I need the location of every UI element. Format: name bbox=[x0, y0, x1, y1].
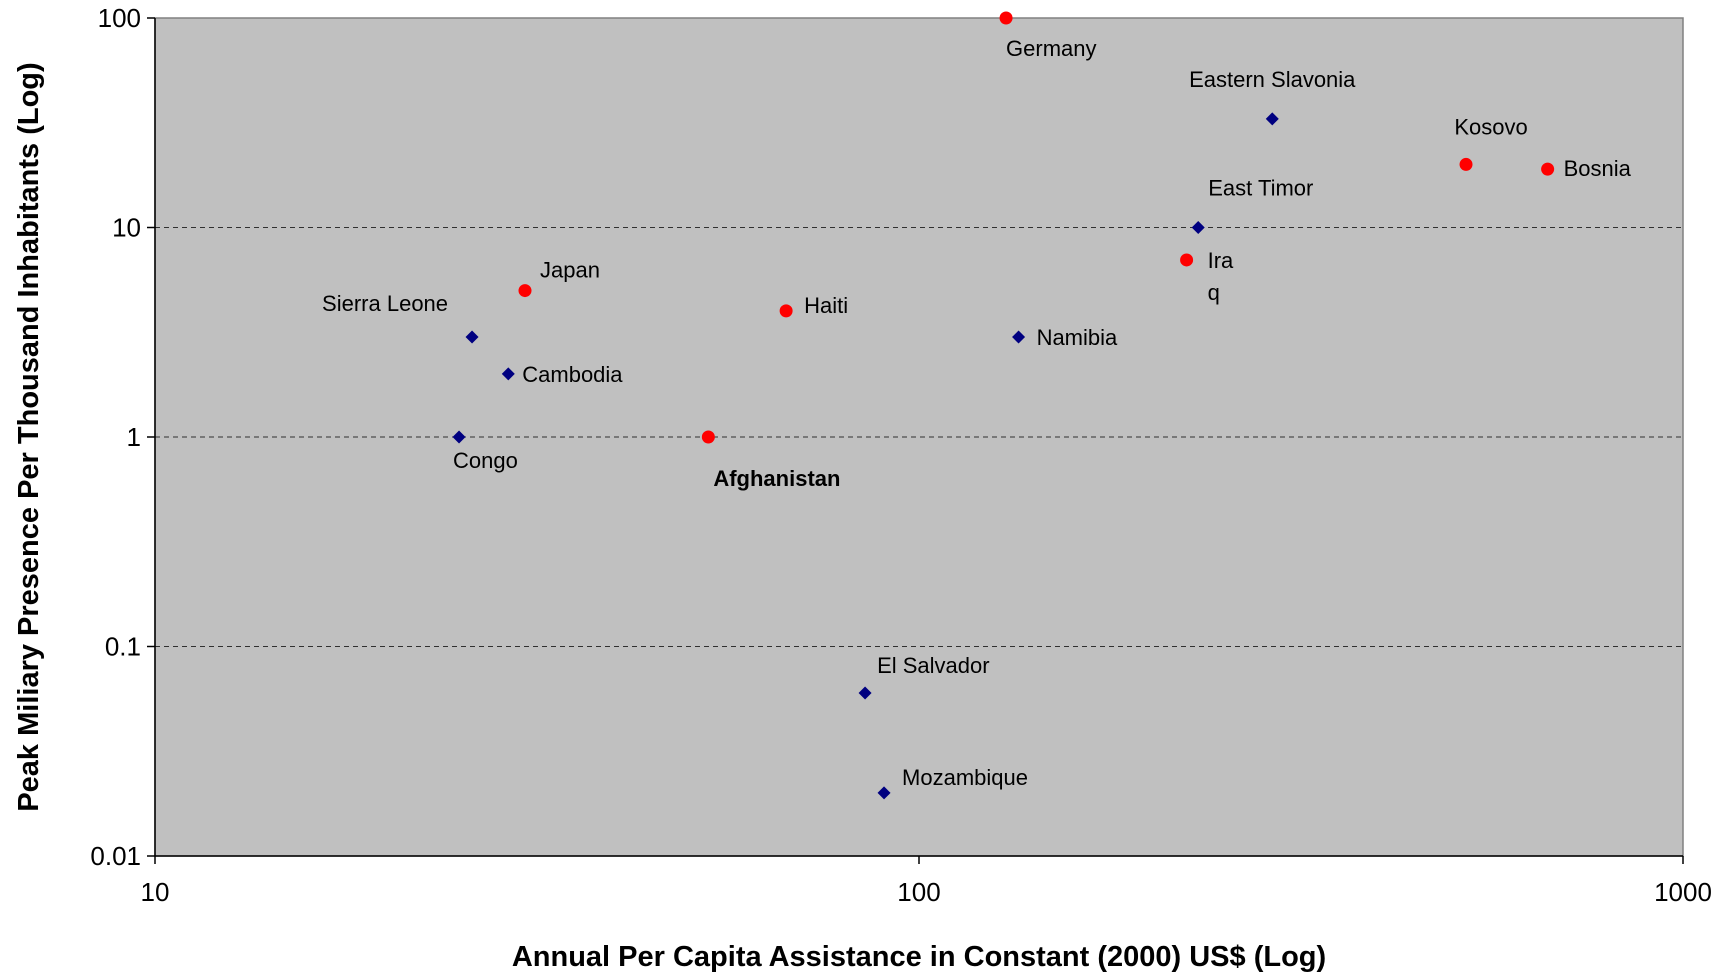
point-haiti bbox=[779, 304, 793, 318]
x-axis-title: Annual Per Capita Assistance in Constant… bbox=[512, 941, 1326, 973]
point-ira-q bbox=[1180, 253, 1194, 267]
point-kosovo bbox=[1459, 157, 1473, 171]
point-bosnia bbox=[1541, 162, 1555, 176]
point-label-sierra-leone: Sierra Leone bbox=[322, 291, 448, 316]
y-tick-label-4: 100 bbox=[98, 3, 141, 33]
data-points bbox=[452, 11, 1555, 800]
point-cambodia bbox=[501, 367, 515, 381]
x-tick-label-1: 100 bbox=[897, 877, 940, 907]
point-el-salvador bbox=[858, 686, 872, 700]
point-afghanistan bbox=[701, 430, 715, 444]
y-tick-label-2: 1 bbox=[127, 422, 141, 452]
point-germany bbox=[999, 11, 1013, 25]
point-label-haiti: Haiti bbox=[804, 293, 848, 318]
point-label-kosovo: Kosovo bbox=[1454, 114, 1527, 139]
x-tick-label-0: 10 bbox=[141, 877, 170, 907]
x-tick-label-2: 1000 bbox=[1654, 877, 1712, 907]
point-sierra-leone bbox=[465, 330, 479, 344]
point-japan bbox=[518, 284, 532, 298]
point-label-mozambique: Mozambique bbox=[902, 765, 1028, 790]
point-mozambique bbox=[877, 786, 891, 800]
tick-labels: 0.01 0.1 1 10 100 10 100 1000 bbox=[90, 3, 1712, 907]
y-tick-label-0: 0.01 bbox=[90, 841, 141, 871]
y-tick-label-1: 0.1 bbox=[105, 632, 141, 662]
point-label-el-salvador: El Salvador bbox=[877, 653, 990, 678]
point-labels: Eastern Slavonia East Timor Namibia Sierra … bbox=[322, 36, 1632, 790]
point-east-timor bbox=[1191, 221, 1205, 234]
gridlines bbox=[155, 227, 1683, 647]
point-label-congo: Congo bbox=[453, 448, 518, 473]
point-label-namibia: Namibia bbox=[1037, 325, 1118, 350]
point-label-japan: Japan bbox=[540, 258, 600, 283]
point-label-ira-q: Ira q bbox=[1208, 248, 1234, 305]
axes bbox=[147, 17, 1684, 864]
point-congo bbox=[452, 430, 466, 444]
point-label-east-timor: East Timor bbox=[1208, 176, 1313, 201]
y-axis-title: Peak Miliary Presence Per Thousand Inhab… bbox=[13, 62, 45, 811]
point-label-cambodia: Cambodia bbox=[522, 362, 623, 387]
point-label-eastern-slavonia: Eastern Slavonia bbox=[1189, 67, 1356, 92]
point-label-bosnia: Bosnia bbox=[1564, 156, 1632, 181]
point-namibia bbox=[1012, 330, 1026, 344]
point-eastern-slavonia bbox=[1265, 112, 1279, 126]
point-label-afghanistan: Afghanistan bbox=[713, 466, 840, 491]
point-label-germany: Germany bbox=[1006, 36, 1096, 61]
y-tick-label-3: 10 bbox=[112, 213, 141, 243]
